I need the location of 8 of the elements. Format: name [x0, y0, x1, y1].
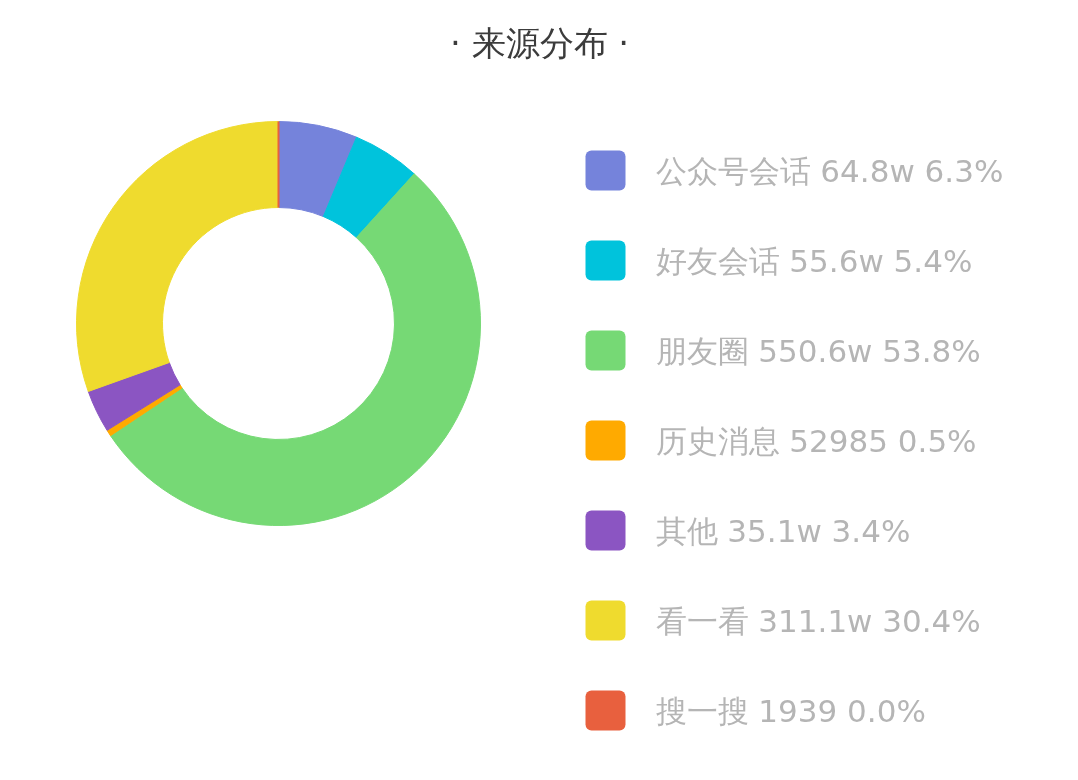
legend-label: 看一看 311.1w 30.4%: [655, 602, 981, 639]
legend-label: 搜一搜 1939 0.0%: [655, 692, 926, 729]
legend-label: 朋友圈 550.6w 53.8%: [655, 332, 981, 369]
legend-label: 公众号会话 64.8w 6.3%: [655, 152, 1004, 189]
legend-label: 其他 35.1w 3.4%: [655, 512, 911, 549]
legend-label: 历史消息 52985 0.5%: [655, 422, 977, 459]
legend-label: 好友会话 55.6w 5.4%: [655, 242, 973, 279]
chart-title: · 来源分布 ·: [449, 22, 630, 63]
